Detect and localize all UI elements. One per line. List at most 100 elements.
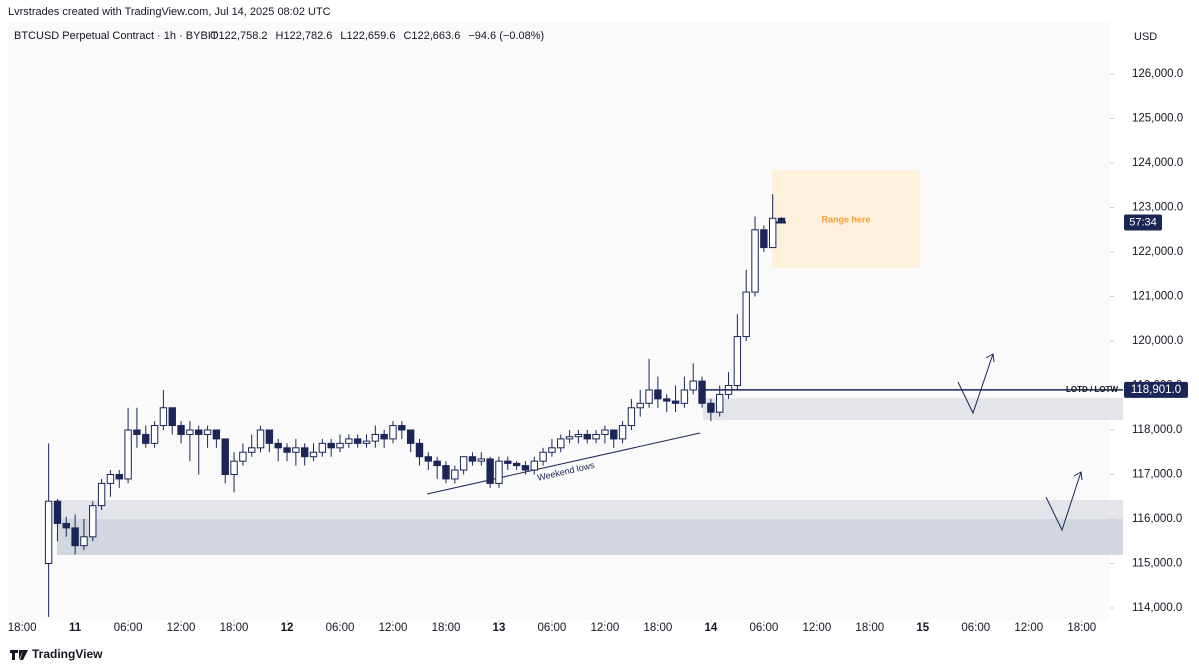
candle-body <box>645 389 653 404</box>
candle-body <box>468 456 477 462</box>
x-tick-label: 12:00 <box>591 622 620 634</box>
candle-body <box>212 429 221 440</box>
candle-body <box>574 433 583 438</box>
candle-body <box>760 229 768 249</box>
zone <box>703 398 1123 420</box>
candle-body <box>239 451 247 462</box>
candle-body <box>654 389 662 400</box>
zone <box>57 500 1123 519</box>
candle-body <box>406 429 415 444</box>
candle-body <box>283 447 291 453</box>
candle-body <box>177 425 185 435</box>
candle-body <box>44 500 53 564</box>
candle-body <box>663 398 671 402</box>
x-tick-label: 15 <box>916 622 929 634</box>
range-box <box>772 170 920 268</box>
x-tick-label: 06:00 <box>749 622 778 634</box>
trend-line <box>426 432 701 495</box>
x-tick-label: 13 <box>493 622 506 634</box>
candle-body <box>610 429 618 440</box>
candle-body <box>689 380 697 391</box>
candle-body <box>274 442 282 449</box>
candle-body <box>142 433 150 444</box>
candle-body <box>521 465 530 471</box>
y-tick-label: 117,000.0 <box>1132 469 1182 481</box>
candle-body <box>53 500 62 524</box>
y-tick-label: 116,000.0 <box>1132 513 1182 525</box>
candle-body <box>565 436 574 440</box>
candle-body <box>195 429 203 435</box>
candle-body <box>627 407 636 427</box>
candle-body <box>751 229 759 293</box>
symbol: BTCUSD Perpetual Contract · 1h · BYBIT <box>14 30 218 42</box>
zone <box>57 519 1123 555</box>
candle-body <box>680 389 689 404</box>
x-tick-label: 18:00 <box>855 622 884 634</box>
legend-value: L122,659.6 <box>340 30 395 42</box>
candle-body <box>583 433 591 440</box>
candle-body <box>530 460 538 471</box>
candle-body <box>318 442 327 453</box>
x-tick-label: 12:00 <box>1014 622 1043 634</box>
legend-value: H122,782.6 <box>276 30 333 42</box>
y-tick-label: 120,000.0 <box>1132 335 1183 347</box>
candle-body <box>186 429 194 435</box>
legend-value: −94.6 (−0.08%) <box>468 30 544 42</box>
candle-body <box>203 429 212 435</box>
candle-body <box>150 425 159 444</box>
candle-body <box>424 456 433 462</box>
x-tick-label: 06:00 <box>538 622 567 634</box>
candle-body <box>459 456 468 471</box>
candle-body <box>512 462 521 467</box>
x-tick-label: 18:00 <box>220 622 249 634</box>
x-tick-label: 06:00 <box>326 622 355 634</box>
candle-body <box>592 433 600 440</box>
y-tick-label: 121,000.0 <box>1132 291 1183 303</box>
candle-body <box>495 460 503 484</box>
candle-body <box>89 505 97 538</box>
footer: TradingView <box>32 647 103 661</box>
candle-body <box>548 447 556 453</box>
x-tick-label: 12:00 <box>167 622 196 634</box>
annotation: Range here <box>821 214 870 224</box>
y-tick-label: 126,000.0 <box>1132 68 1183 80</box>
candle-body <box>477 458 485 462</box>
candle-body <box>371 433 380 442</box>
candle-body <box>300 447 309 458</box>
candle-body <box>265 429 274 444</box>
candle-body <box>742 291 750 338</box>
candle-body <box>115 474 123 480</box>
candle-body <box>442 465 450 480</box>
x-tick-label: 18:00 <box>8 622 37 634</box>
candle-body <box>248 447 256 453</box>
candle-body <box>486 458 494 484</box>
x-tick-label: 06:00 <box>114 622 143 634</box>
candle-body <box>601 429 609 435</box>
candle-body <box>309 451 318 458</box>
y-tick-label: 122,000.0 <box>1132 246 1183 258</box>
candle-body <box>159 407 168 427</box>
candle-body <box>71 527 79 547</box>
candle-body <box>398 425 406 431</box>
candle-body <box>230 460 238 476</box>
candle-body <box>106 474 115 484</box>
candle-body <box>433 460 441 467</box>
candle-body <box>504 460 512 464</box>
candle-body <box>362 440 371 444</box>
candle-body <box>451 469 459 480</box>
candle-body <box>380 433 388 440</box>
candle-body <box>698 380 706 404</box>
candle-body <box>80 536 88 547</box>
x-tick-label: 12:00 <box>379 622 408 634</box>
x-tick-label: 18:00 <box>1067 622 1096 634</box>
level-name: LOTD / LOTW <box>1066 385 1118 394</box>
y-tick-label: 115,000.0 <box>1132 558 1182 570</box>
candle-body <box>557 438 565 449</box>
arrow <box>1045 471 1083 532</box>
currency: USD <box>1134 31 1157 43</box>
candle-body <box>389 425 397 440</box>
y-tick-label: 123,000.0 <box>1132 202 1183 214</box>
x-tick-label: 06:00 <box>961 622 990 634</box>
candle-body <box>539 451 547 462</box>
